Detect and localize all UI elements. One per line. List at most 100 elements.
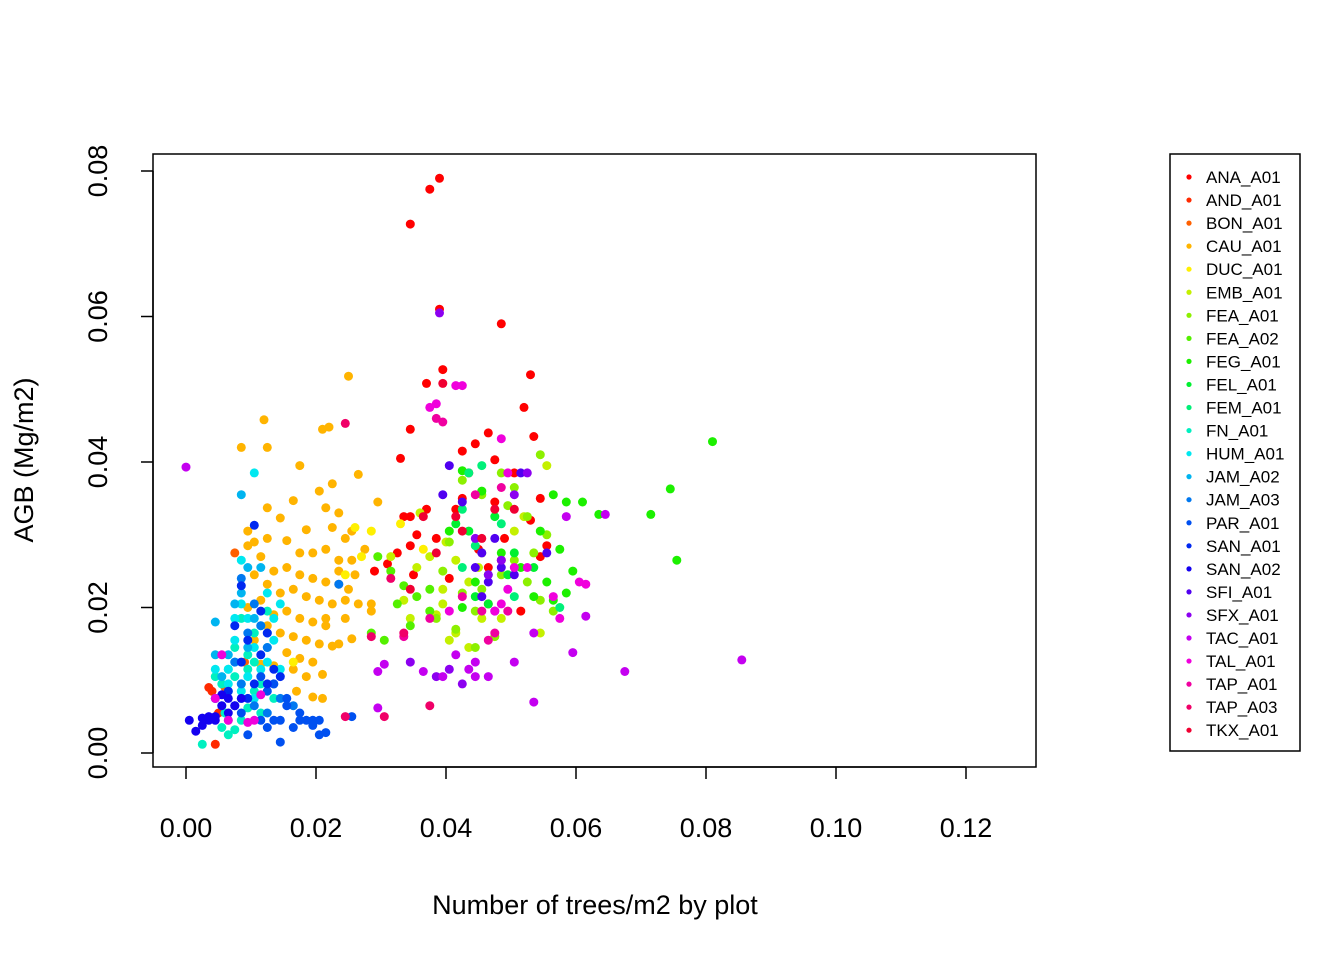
data-point <box>470 533 480 543</box>
data-point <box>256 606 266 616</box>
data-point <box>347 712 357 722</box>
data-point <box>542 541 552 551</box>
data-point <box>217 723 227 732</box>
data-point <box>334 639 344 649</box>
data-point <box>295 461 305 471</box>
data-point <box>490 497 500 507</box>
data-point <box>457 475 467 485</box>
legend-label: CAU_A01 <box>1206 237 1282 256</box>
data-point <box>301 672 311 682</box>
data-points-layer <box>181 173 747 749</box>
data-point <box>451 519 461 529</box>
data-point <box>405 512 415 522</box>
x-tick-label: 0.00 <box>160 813 213 843</box>
y-tick-label: 0.06 <box>83 290 113 343</box>
data-point <box>236 693 246 703</box>
data-point <box>366 632 376 642</box>
data-point <box>412 563 422 572</box>
data-point <box>535 493 545 503</box>
legend-item: JAM_A03 <box>1186 491 1280 510</box>
legend-label: TKX_A01 <box>1206 721 1279 740</box>
x-tick-label: 0.10 <box>810 813 863 843</box>
data-point <box>399 512 409 522</box>
data-point <box>249 599 259 609</box>
data-point <box>275 588 285 598</box>
data-point <box>522 563 532 572</box>
data-point <box>379 659 389 669</box>
x-axis: 0.00 0.02 0.04 0.06 0.08 0.10 0.12 <box>160 766 992 843</box>
data-point <box>509 555 519 565</box>
data-point <box>396 519 405 529</box>
data-point <box>490 606 500 616</box>
data-point <box>555 544 565 554</box>
data-point <box>405 219 415 229</box>
data-point <box>470 439 480 449</box>
data-point <box>340 613 350 623</box>
data-point <box>438 490 448 500</box>
data-point <box>230 635 240 645</box>
data-point <box>217 672 227 682</box>
data-point <box>483 428 493 438</box>
legend-label: SAN_A02 <box>1206 560 1281 579</box>
data-point <box>519 402 529 412</box>
data-point <box>431 548 441 558</box>
data-point <box>191 726 201 736</box>
data-point <box>288 584 298 594</box>
data-point <box>262 442 272 452</box>
series-FEL_A01 <box>451 512 539 609</box>
data-point <box>262 643 272 652</box>
data-point <box>184 715 194 725</box>
data-point <box>269 635 279 645</box>
data-point <box>269 613 279 623</box>
y-tick-label: 0.00 <box>83 727 113 780</box>
data-point <box>230 643 240 652</box>
data-point <box>496 434 506 444</box>
data-point <box>457 679 467 689</box>
legend-label: JAM_A03 <box>1206 491 1280 510</box>
x-tick-label: 0.04 <box>420 813 473 843</box>
data-point <box>464 468 474 478</box>
data-point <box>314 486 324 496</box>
data-point <box>548 490 558 500</box>
data-point <box>223 679 233 689</box>
data-point <box>470 672 480 682</box>
data-point <box>282 648 292 658</box>
data-point <box>665 484 675 494</box>
data-point <box>256 552 266 562</box>
data-point <box>477 584 487 594</box>
data-point <box>282 606 292 616</box>
legend-item: AND_A01 <box>1186 191 1282 210</box>
data-point <box>496 468 506 478</box>
data-point <box>379 635 389 645</box>
data-point <box>561 588 571 598</box>
data-point <box>477 592 487 602</box>
data-point <box>451 555 461 565</box>
legend-marker <box>1186 612 1192 618</box>
data-point <box>340 418 350 428</box>
data-point <box>496 483 506 492</box>
data-point <box>392 599 402 609</box>
data-point <box>217 679 227 689</box>
data-point <box>509 563 519 572</box>
data-point <box>737 655 747 665</box>
data-point <box>522 468 532 478</box>
legend-item: FN_A01 <box>1186 422 1268 441</box>
data-point <box>409 570 418 580</box>
data-point <box>438 365 448 375</box>
legend-label: SAN_A01 <box>1206 537 1281 556</box>
data-point <box>230 725 240 735</box>
data-point <box>288 657 298 667</box>
series-DUC_A01 <box>288 519 428 667</box>
data-point <box>535 526 545 536</box>
legend-marker <box>1186 566 1192 572</box>
legend-label: SFI_A01 <box>1206 583 1272 602</box>
data-point <box>256 690 266 700</box>
data-point <box>366 526 376 536</box>
data-point <box>256 650 266 660</box>
data-point <box>457 603 467 612</box>
data-point <box>470 657 480 667</box>
data-point <box>594 509 604 519</box>
legend-label: EMB_A01 <box>1206 283 1283 302</box>
data-point <box>308 573 318 583</box>
